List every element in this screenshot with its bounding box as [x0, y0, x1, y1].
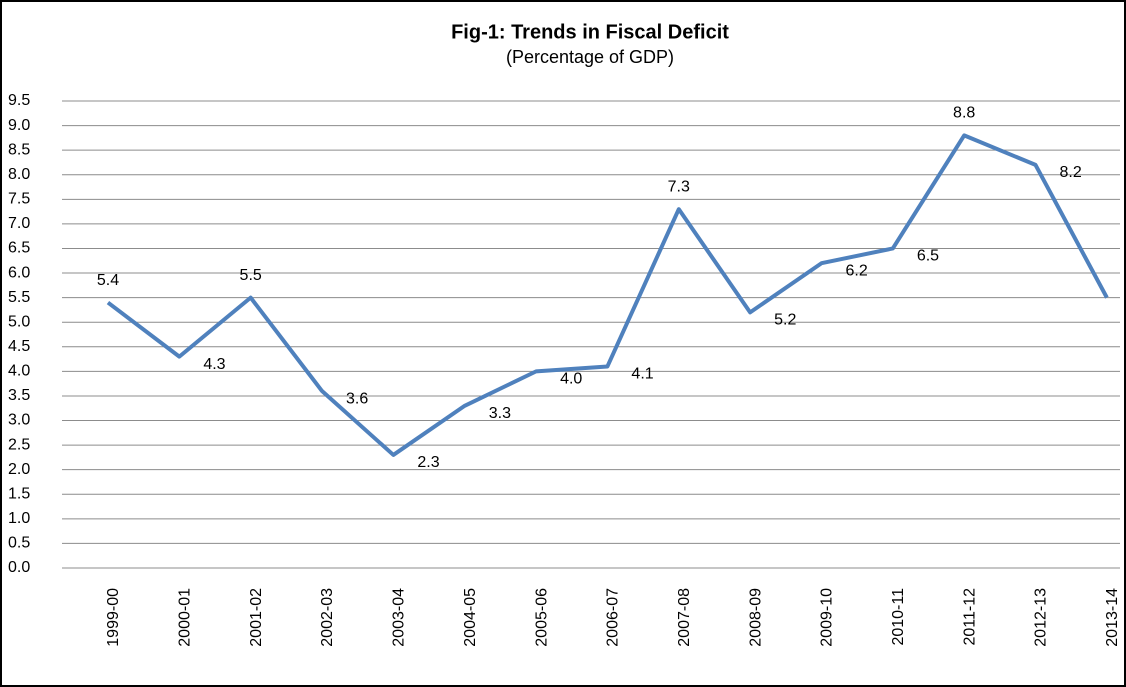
y-tick-label: 9.5	[8, 92, 30, 109]
x-tick-label: 2011-12	[961, 588, 978, 646]
data-label: 4.1	[631, 366, 653, 383]
y-tick-label: 2.5	[8, 436, 30, 453]
x-tick-label: 2005-06	[533, 588, 550, 647]
y-tick-label: 4.5	[8, 338, 30, 355]
y-tick-label: 5.5	[8, 289, 30, 306]
y-tick-label: 6.0	[8, 264, 30, 281]
y-tick-label: 7.5	[8, 191, 30, 208]
data-line	[106, 133, 1109, 457]
data-label: 5.4	[97, 272, 119, 289]
x-tick-label: 2009-10	[819, 588, 836, 647]
x-tick-label: 1999-00	[105, 588, 122, 647]
chart-subtitle: (Percentage of GDP)	[506, 47, 674, 67]
data-label: 8.2	[1060, 164, 1082, 181]
x-tick-label: 2001-02	[248, 588, 265, 647]
y-tick-label: 9.0	[8, 117, 30, 134]
y-tick-label: 6.5	[8, 240, 30, 257]
y-tick-label: 0.5	[8, 535, 30, 552]
data-label: 4.0	[560, 371, 582, 388]
y-tick-label: 7.0	[8, 215, 30, 232]
data-label: 3.3	[489, 405, 511, 422]
x-tick-label: 2004-05	[462, 588, 479, 647]
x-tick-label: 2008-09	[747, 588, 764, 647]
data-label: 5.2	[774, 312, 796, 329]
data-label: 8.8	[953, 105, 975, 122]
x-tick-label: 2010-11	[890, 588, 907, 646]
y-tick-label: 2.0	[8, 461, 30, 478]
y-tick-label: 5.0	[8, 313, 30, 330]
data-label: 5.5	[240, 267, 262, 284]
x-tick-label: 2006-07	[605, 588, 622, 647]
y-tick-label: 1.5	[8, 485, 30, 502]
x-tick-label: 2000-01	[177, 588, 194, 647]
x-tick-label: 2013-14	[1104, 588, 1121, 647]
x-tick-label: 2003-04	[391, 588, 408, 647]
data-label: 6.2	[845, 262, 867, 279]
y-tick-label: 3.0	[8, 412, 30, 429]
x-tick-label: 2012-13	[1033, 588, 1050, 647]
y-tick-label: 8.5	[8, 141, 30, 158]
data-label: 7.3	[668, 178, 690, 195]
x-tick-label: 2007-08	[676, 588, 693, 647]
data-label: 6.5	[917, 248, 939, 265]
y-tick-label: 8.0	[8, 166, 30, 183]
y-tick-label: 3.5	[8, 387, 30, 404]
data-label: 4.3	[203, 356, 225, 373]
data-label: 3.6	[346, 390, 368, 407]
x-tick-label: 2002-03	[319, 588, 336, 647]
data-label: 2.3	[417, 454, 439, 471]
y-tick-label: 1.0	[8, 510, 30, 527]
y-tick-label: 4.0	[8, 363, 30, 380]
y-tick-label: 0.0	[8, 559, 30, 576]
chart-title: Fig-1: Trends in Fiscal Deficit	[451, 21, 729, 43]
